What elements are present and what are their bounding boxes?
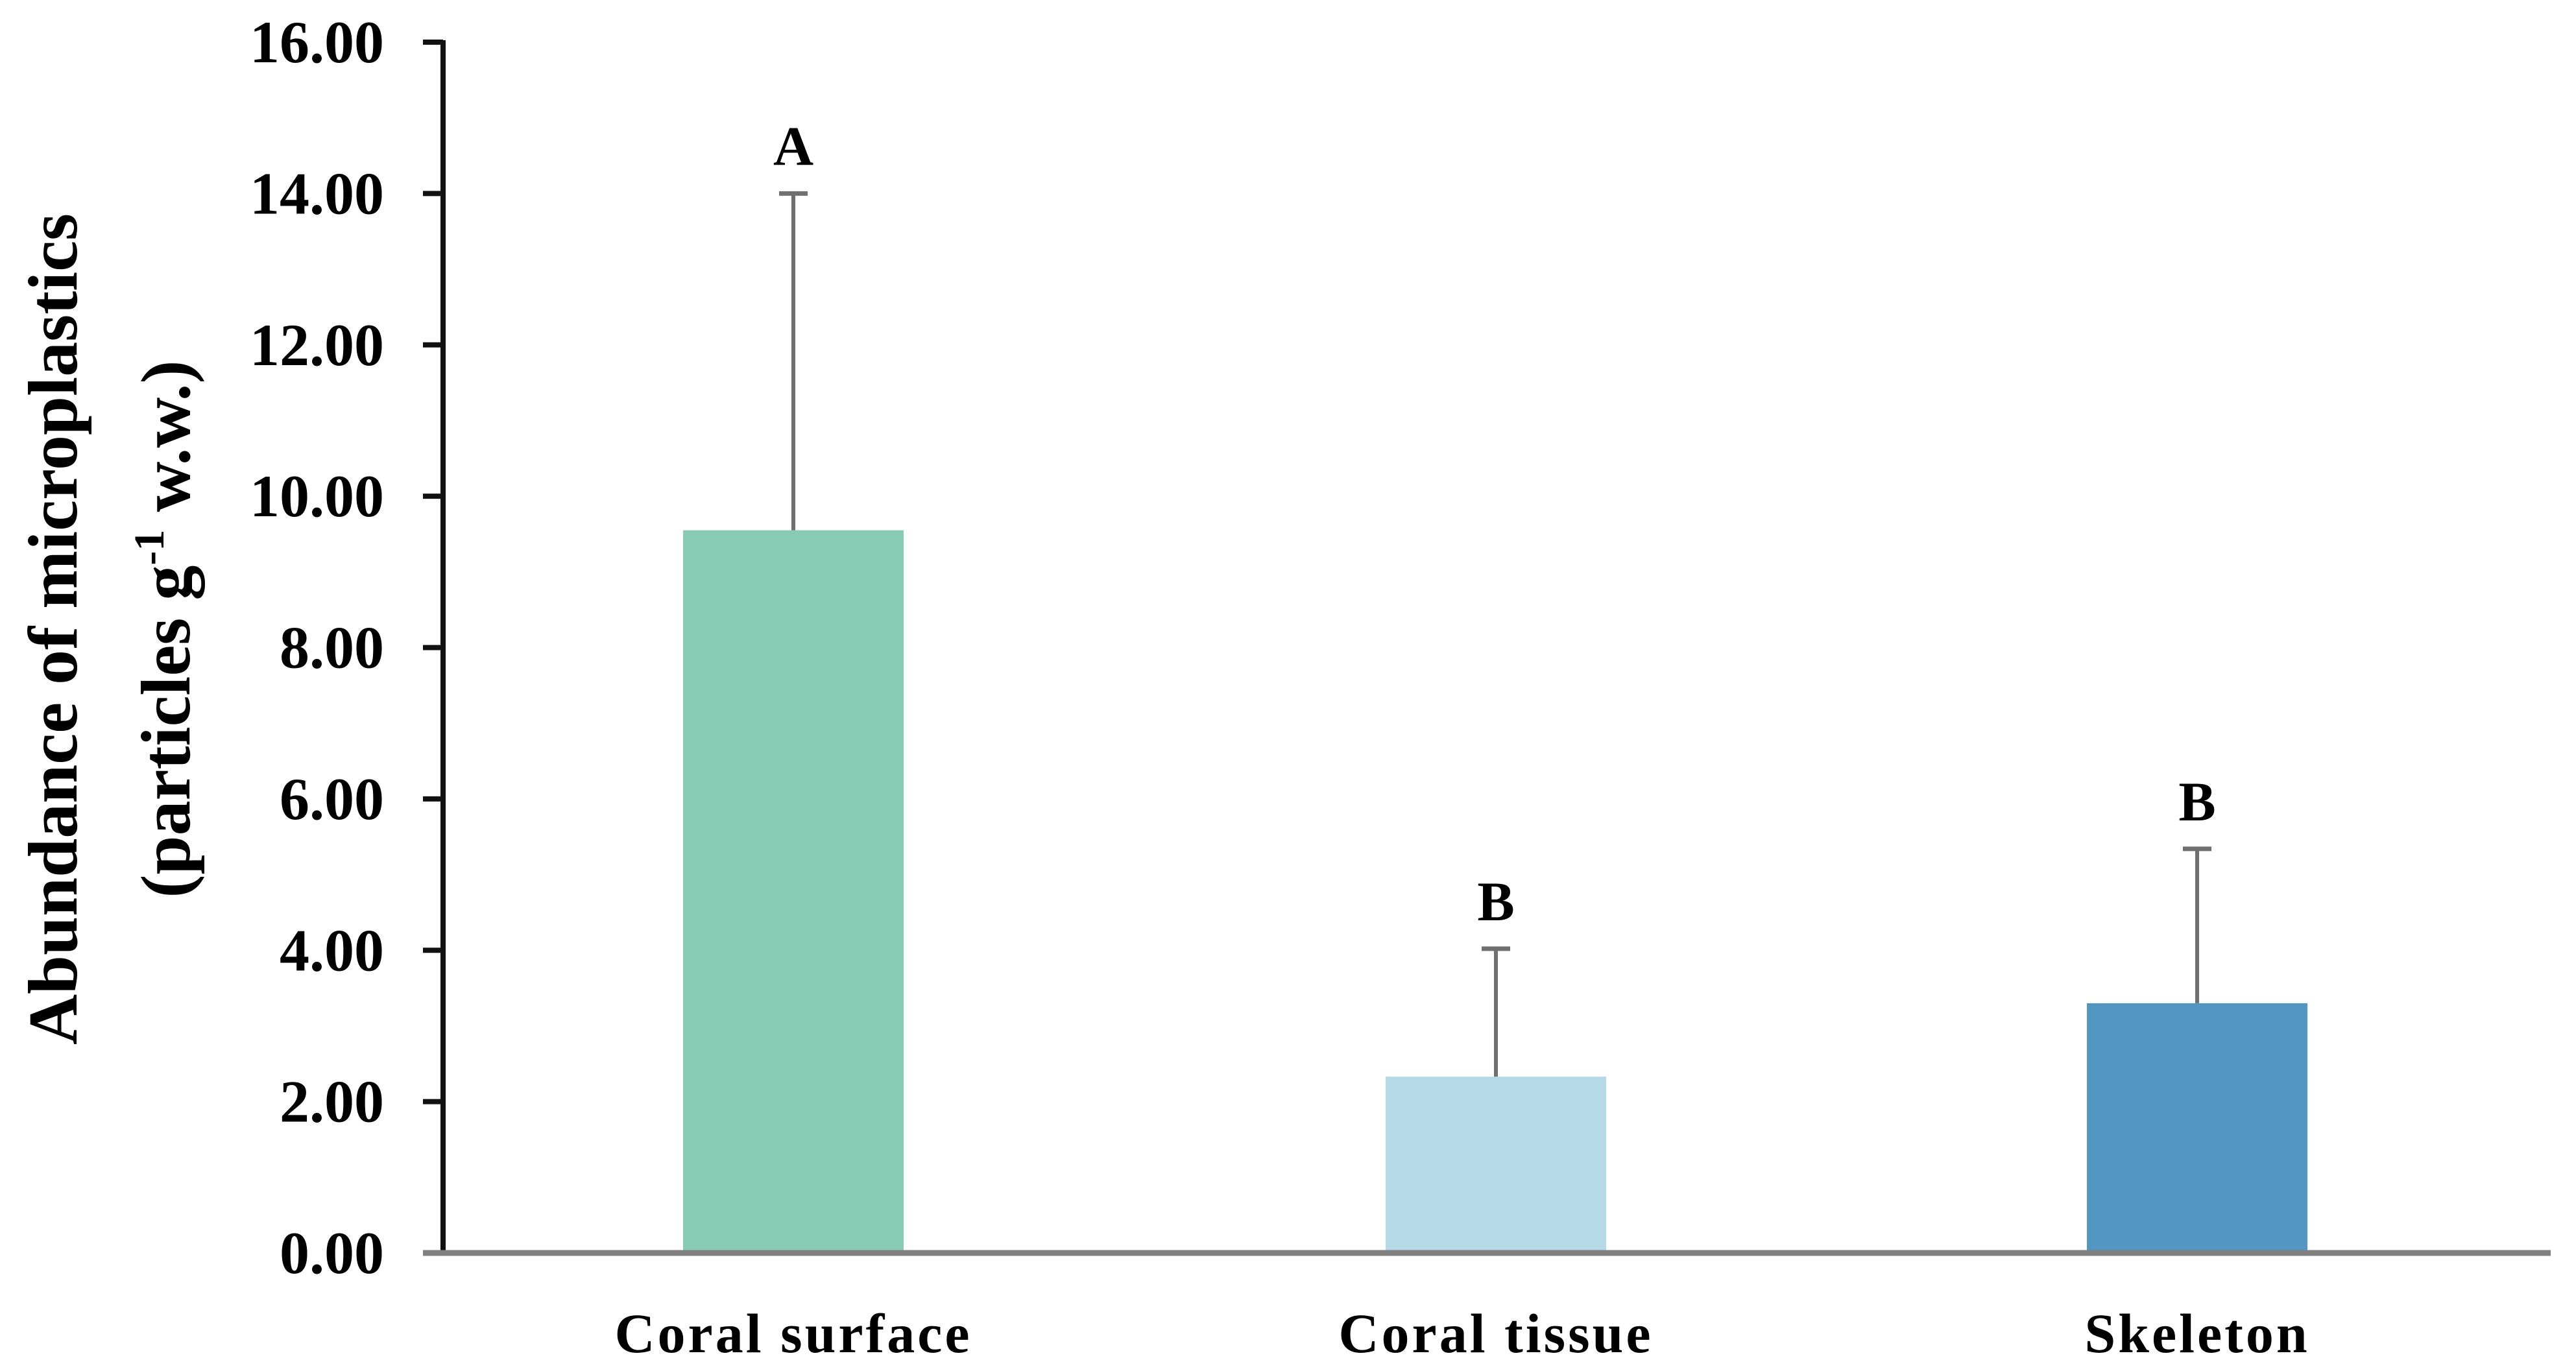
bar (683, 530, 904, 1253)
bar-group-coral-tissue: B (1386, 870, 1606, 1253)
y-tick-label: 6.00 (280, 766, 384, 832)
x-category-label: Coral tissue (1338, 1302, 1653, 1365)
y-axis-title-line2: (particles g-1 w.w.) (126, 361, 205, 898)
y-tick-label: 2.00 (280, 1069, 384, 1135)
y-tick-label: 10.00 (250, 463, 384, 529)
y-tick-label: 14.00 (250, 160, 384, 226)
y-tick-label: 16.00 (250, 9, 384, 75)
x-axis-category-labels: Coral surface Coral tissue Skeleton (614, 1302, 2309, 1365)
bar (1386, 1077, 1606, 1253)
bar-group-coral-surface: A (683, 115, 904, 1253)
significance-letter: B (2178, 770, 2215, 833)
bar-group-skeleton: B (2087, 770, 2307, 1253)
bars: A B B (683, 115, 2307, 1253)
significance-letter: A (773, 115, 813, 177)
y-tick-label: 4.00 (280, 917, 384, 983)
x-category-label: Skeleton (2084, 1302, 2309, 1365)
significance-letter: B (1477, 870, 1514, 933)
y-axis-title: Abundance of microplastics (particles g-… (15, 213, 205, 1045)
y-axis-title-line1: Abundance of microplastics (15, 213, 92, 1045)
y-tick-label: 12.00 (250, 312, 384, 378)
y-axis-ticks: 0.00 2.00 4.00 6.00 8.00 10.00 12.00 14.00 16.00 (250, 9, 443, 1286)
x-category-label: Coral surface (614, 1302, 972, 1365)
y-tick-label: 0.00 (280, 1220, 384, 1286)
bar (2087, 1003, 2307, 1253)
y-tick-label: 8.00 (280, 615, 384, 681)
